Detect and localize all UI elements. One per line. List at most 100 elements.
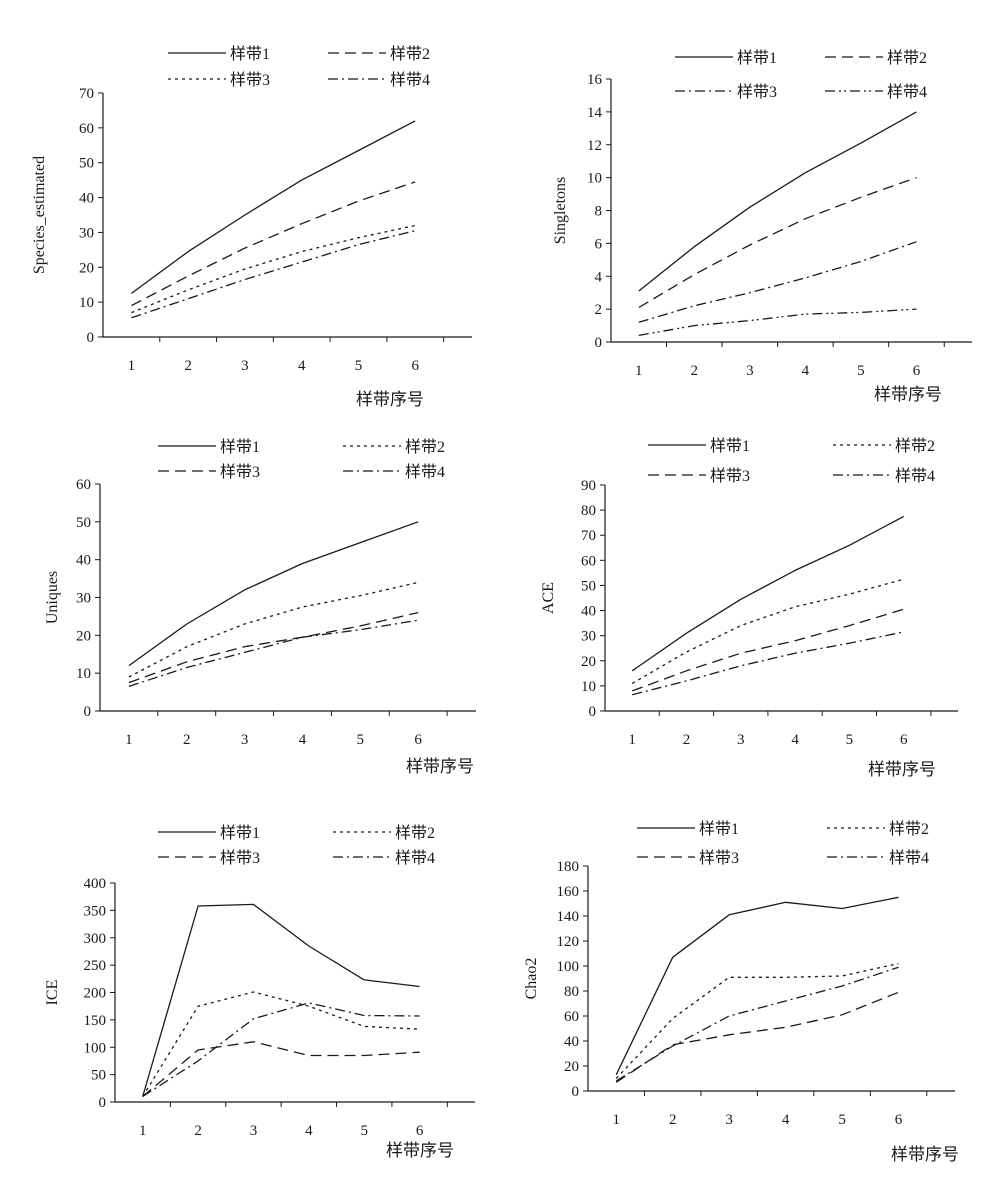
chart-panel-3: 0 10 20 30 40 50 60 1 2 3 4 5 6 Uniques 样带序号 样带1 样带2 样带3 样… (44, 438, 476, 776)
x-tick-label: 6 (411, 358, 419, 374)
y-tick-label: 150 (84, 1013, 107, 1029)
y-tick-label: 14 (587, 105, 603, 121)
series-line-2 (131, 181, 416, 307)
series-line-2 (142, 991, 420, 1097)
legend-label-1: 样带1 (710, 437, 750, 455)
x-tick-label: 6 (416, 1123, 424, 1139)
x-tick-label: 5 (846, 732, 854, 748)
series-line-1 (638, 111, 917, 292)
y-tick-label: 60 (564, 1009, 579, 1025)
x-tick-label: 1 (125, 732, 133, 748)
legend-label-4: 样带4 (895, 467, 935, 485)
legend-label-2: 样带2 (395, 824, 435, 842)
x-tick-label: 5 (355, 358, 363, 374)
y-tick-label: 40 (564, 1034, 579, 1050)
legend-label-4: 样带4 (390, 71, 430, 89)
y-tick-label: 60 (581, 553, 596, 569)
x-tick-label: 3 (746, 363, 754, 379)
y-tick-label: 0 (589, 704, 597, 720)
series-line-2 (631, 578, 904, 684)
y-tick-label: 40 (581, 604, 596, 620)
x-tick-label: 2 (194, 1123, 202, 1139)
y-tick-label: 10 (76, 666, 91, 682)
series-line-4 (638, 308, 917, 337)
x-tick-label: 2 (683, 732, 691, 748)
y-tick-label: 90 (581, 478, 596, 494)
y-tick-label: 140 (557, 909, 580, 925)
series-line-3 (142, 1041, 420, 1097)
y-tick-label: 300 (84, 931, 107, 947)
y-tick-label: 50 (76, 515, 91, 531)
y-tick-label: 2 (595, 302, 603, 318)
y-tick-label: 20 (564, 1059, 579, 1075)
series-line-1 (142, 903, 420, 1097)
y-tick-label: 80 (564, 984, 579, 1000)
legend-label-3: 样带3 (220, 463, 260, 481)
y-tick-label: 4 (595, 269, 603, 285)
y-tick-label: 200 (84, 986, 107, 1002)
x-tick-label: 5 (360, 1123, 368, 1139)
x-tick-label: 1 (128, 358, 136, 374)
y-tick-label: 16 (587, 72, 603, 88)
legend-label-3: 样带3 (710, 467, 750, 485)
x-axis-label: 样带序号 (386, 1141, 454, 1160)
legend-label-3: 样带3 (220, 849, 260, 867)
y-tick-label: 60 (79, 121, 94, 137)
y-tick-label: 80 (581, 503, 596, 519)
chart-panel-5: 0 50 100 150 200 250 300 350 400 1 2 3 4 5 6 ICE 样带序号 样带1… (44, 824, 475, 1160)
x-tick-label: 3 (241, 358, 249, 374)
x-axis-label: 样带序号 (874, 385, 942, 404)
y-tick-label: 30 (581, 629, 596, 645)
x-axis-label: 样带序号 (356, 390, 424, 409)
y-axis-label: ACE (540, 582, 557, 614)
x-tick-label: 3 (241, 732, 249, 748)
y-tick-label: 12 (587, 138, 602, 154)
y-tick-label: 100 (557, 959, 580, 975)
y-tick-label: 6 (595, 236, 603, 252)
series-line-2 (615, 962, 899, 1079)
y-tick-label: 8 (595, 204, 603, 220)
y-tick-label: 70 (79, 86, 94, 102)
x-tick-label: 1 (635, 363, 643, 379)
y-axis-label: ICE (44, 980, 61, 1006)
legend-label-1: 样带1 (220, 438, 260, 456)
x-axis-label: 样带序号 (406, 757, 474, 776)
x-tick-label: 5 (857, 363, 865, 379)
y-axis-label: Uniques (44, 571, 61, 624)
y-tick-label: 20 (76, 628, 91, 644)
legend-label-1: 样带1 (220, 824, 260, 842)
y-tick-label: 70 (581, 528, 596, 544)
y-tick-label: 0 (87, 330, 95, 346)
y-tick-label: 30 (76, 591, 91, 607)
legend-label-1: 样带1 (737, 49, 777, 67)
y-axis-label: Species_estimated (31, 156, 48, 274)
y-tick-label: 350 (84, 903, 107, 919)
series-line-3 (128, 611, 419, 684)
series-line-4 (142, 1002, 420, 1098)
legend-label-2: 样带2 (887, 49, 927, 67)
series-line-2 (128, 581, 419, 678)
legend-label-3: 样带3 (699, 849, 739, 867)
x-tick-label: 4 (782, 1112, 790, 1128)
y-axis-label: Singletons (552, 177, 569, 245)
x-axis-label: 样带序号 (891, 1145, 959, 1164)
y-tick-label: 0 (572, 1084, 580, 1100)
y-tick-label: 20 (581, 654, 596, 670)
y-tick-label: 10 (587, 171, 602, 187)
x-tick-label: 1 (139, 1123, 147, 1139)
legend-label-1: 样带1 (230, 45, 270, 63)
series-line-4 (131, 230, 416, 319)
legend-label-2: 样带2 (895, 437, 935, 455)
y-tick-label: 120 (557, 934, 580, 950)
y-tick-label: 10 (79, 295, 94, 311)
x-tick-label: 4 (298, 358, 306, 374)
x-tick-label: 2 (183, 732, 191, 748)
y-tick-label: 50 (91, 1068, 106, 1084)
x-tick-label: 4 (299, 732, 307, 748)
y-tick-label: 30 (79, 225, 94, 241)
y-tick-label: 40 (76, 553, 91, 569)
series-line-4 (615, 966, 899, 1082)
y-tick-label: 0 (595, 335, 603, 351)
y-tick-label: 160 (557, 884, 580, 900)
series-line-3 (615, 991, 899, 1083)
